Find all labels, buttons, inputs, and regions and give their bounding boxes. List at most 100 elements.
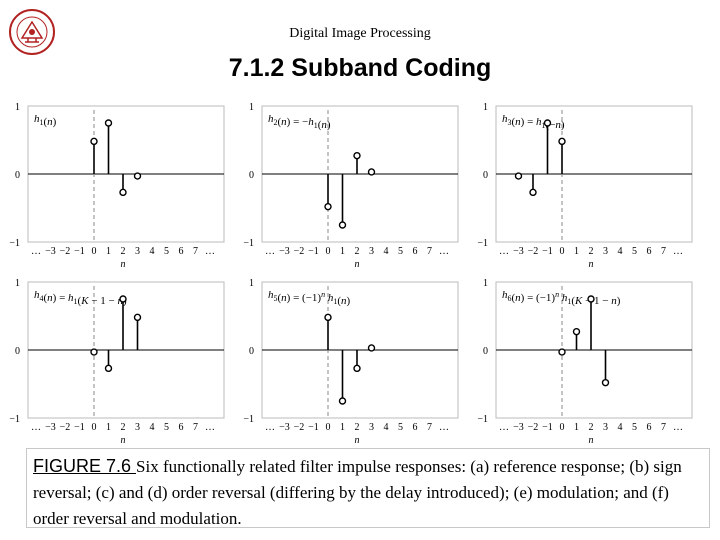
- label-part: h: [308, 116, 314, 128]
- x-tick-label: 1: [574, 422, 579, 433]
- subplot-5: 10−1… −3 −2 −1 0 1 2 3 4 5 6 7 …nh5(n) = (−1)n h1(n): [243, 278, 459, 446]
- y-tick-label: 0: [249, 346, 254, 357]
- label-part: h: [268, 289, 274, 301]
- x-tick-label: …: [205, 422, 215, 433]
- x-tick-label: 6: [179, 422, 184, 433]
- caption-label: FIGURE 7.6: [33, 456, 137, 476]
- x-tick-label: 4: [618, 246, 623, 257]
- label-part: 3: [508, 118, 512, 127]
- label-part: n: [555, 290, 559, 299]
- x-tick-label: 1: [574, 246, 579, 257]
- y-tick-label: −1: [243, 414, 254, 425]
- x-tick-label: 1: [340, 422, 345, 433]
- caption-text: Six functionally related filter impulse …: [33, 457, 682, 528]
- label-part: − 1 −: [582, 295, 611, 307]
- y-tick-label: 1: [249, 102, 254, 113]
- y-tick-label: 1: [249, 278, 254, 289]
- y-tick-label: 1: [15, 102, 20, 113]
- function-label: h3(n) = h1(−n): [502, 113, 565, 131]
- label-part: n: [47, 292, 53, 304]
- x-tick-label: −3: [45, 422, 56, 433]
- x-tick-label: 2: [589, 246, 594, 257]
- label-part: h: [562, 292, 568, 304]
- x-tick-label: 7: [427, 422, 432, 433]
- x-tick-label: 4: [384, 246, 389, 257]
- y-tick-label: −1: [477, 238, 488, 249]
- x-tick-label: 6: [413, 246, 418, 257]
- x-tick-label: …: [31, 246, 41, 257]
- x-tick-label: −2: [528, 246, 539, 257]
- stem-marker: [529, 188, 537, 197]
- subplot-1: 10−1… −3 −2 −1 0 1 2 3 4 5 6 7 …nh1(n): [9, 102, 225, 270]
- stem-marker: [119, 188, 127, 197]
- x-tick-label: −3: [279, 422, 290, 433]
- label-part: (: [44, 116, 48, 128]
- stem-marker: [133, 172, 142, 180]
- x-tick-label: 4: [150, 422, 155, 433]
- university-seal-icon: [9, 9, 55, 55]
- x-tick-label: 5: [398, 246, 403, 257]
- x-tick-label: 6: [179, 246, 184, 257]
- y-tick-label: 1: [15, 278, 20, 289]
- label-part: (: [512, 292, 516, 304]
- label-part: ) = (−1): [287, 292, 322, 304]
- stem-marker: [324, 313, 332, 322]
- stem-marker: [601, 378, 610, 387]
- label-part: h: [502, 113, 508, 125]
- x-tick-label: −3: [45, 246, 56, 257]
- x-tick-label: 2: [355, 422, 360, 433]
- stem-marker: [119, 295, 127, 303]
- x-tick-label: 1: [340, 246, 345, 257]
- x-tick-label: 4: [384, 422, 389, 433]
- y-tick-label: 0: [249, 170, 254, 181]
- label-part: ): [327, 119, 331, 131]
- label-part: h: [328, 292, 334, 304]
- x-tick-label: −2: [60, 246, 71, 257]
- x-tick-label: −1: [542, 422, 553, 433]
- x-axis-label: n: [121, 259, 126, 270]
- y-tick-label: 1: [483, 102, 488, 113]
- label-part: 1: [333, 297, 337, 306]
- x-axis-label: n: [121, 435, 126, 446]
- x-tick-label: …: [31, 422, 41, 433]
- page-title: 7.1.2 Subband Coding: [228, 54, 492, 82]
- label-part: n: [555, 119, 561, 131]
- x-tick-label: 4: [618, 422, 623, 433]
- subplot-6: 10−1… −3 −2 −1 0 1 2 3 4 5 6 7 …nh6(n) = (−1)n h1(K …: [477, 278, 693, 446]
- label-part: − 1 −: [89, 295, 118, 307]
- label-part: (: [318, 119, 322, 131]
- label-part: 1: [567, 297, 571, 306]
- impulse-response-plots: 10−1… −3 −2 −1 0 1 2 3 4 5 6 7 …nh1(n)10−1… −3 −2 −1 0 1 2…: [9, 102, 693, 446]
- x-tick-label: −2: [294, 422, 305, 433]
- x-tick-label: 5: [164, 422, 169, 433]
- x-tick-label: −1: [74, 422, 85, 433]
- stem-marker: [558, 348, 566, 356]
- y-tick-label: 0: [15, 170, 20, 181]
- x-tick-label: 3: [369, 246, 374, 257]
- x-tick-label: 1: [106, 246, 111, 257]
- y-tick-label: −1: [477, 414, 488, 425]
- x-axis-label: n: [589, 435, 594, 446]
- function-label: h6(n) = (−1)n h1(K − 1 − n): [502, 289, 621, 307]
- label-part: 5: [274, 294, 278, 303]
- x-tick-label: 3: [135, 246, 140, 257]
- label-part: h: [68, 292, 74, 304]
- x-tick-label: 7: [193, 422, 198, 433]
- x-tick-label: −3: [513, 422, 524, 433]
- x-tick-label: 0: [92, 422, 97, 433]
- subplot-2: 10−1… −3 −2 −1 0 1 2 3 4 5 6 7 …nh2(n) = −h1(n): [243, 102, 459, 270]
- stem-marker: [104, 119, 113, 127]
- figure-caption: FIGURE 7.6 Six functionally related filt…: [26, 448, 710, 528]
- stem-marker: [104, 364, 113, 373]
- stem-marker: [353, 151, 361, 160]
- x-tick-label: 2: [121, 246, 126, 257]
- x-tick-label: −2: [294, 246, 305, 257]
- x-tick-label: 0: [92, 246, 97, 257]
- x-tick-label: 1: [106, 422, 111, 433]
- x-tick-label: −1: [74, 246, 85, 257]
- x-tick-label: …: [205, 246, 215, 257]
- x-axis-label: n: [355, 435, 360, 446]
- label-part: h: [34, 289, 40, 301]
- x-tick-label: 6: [647, 422, 652, 433]
- x-tick-label: …: [673, 422, 683, 433]
